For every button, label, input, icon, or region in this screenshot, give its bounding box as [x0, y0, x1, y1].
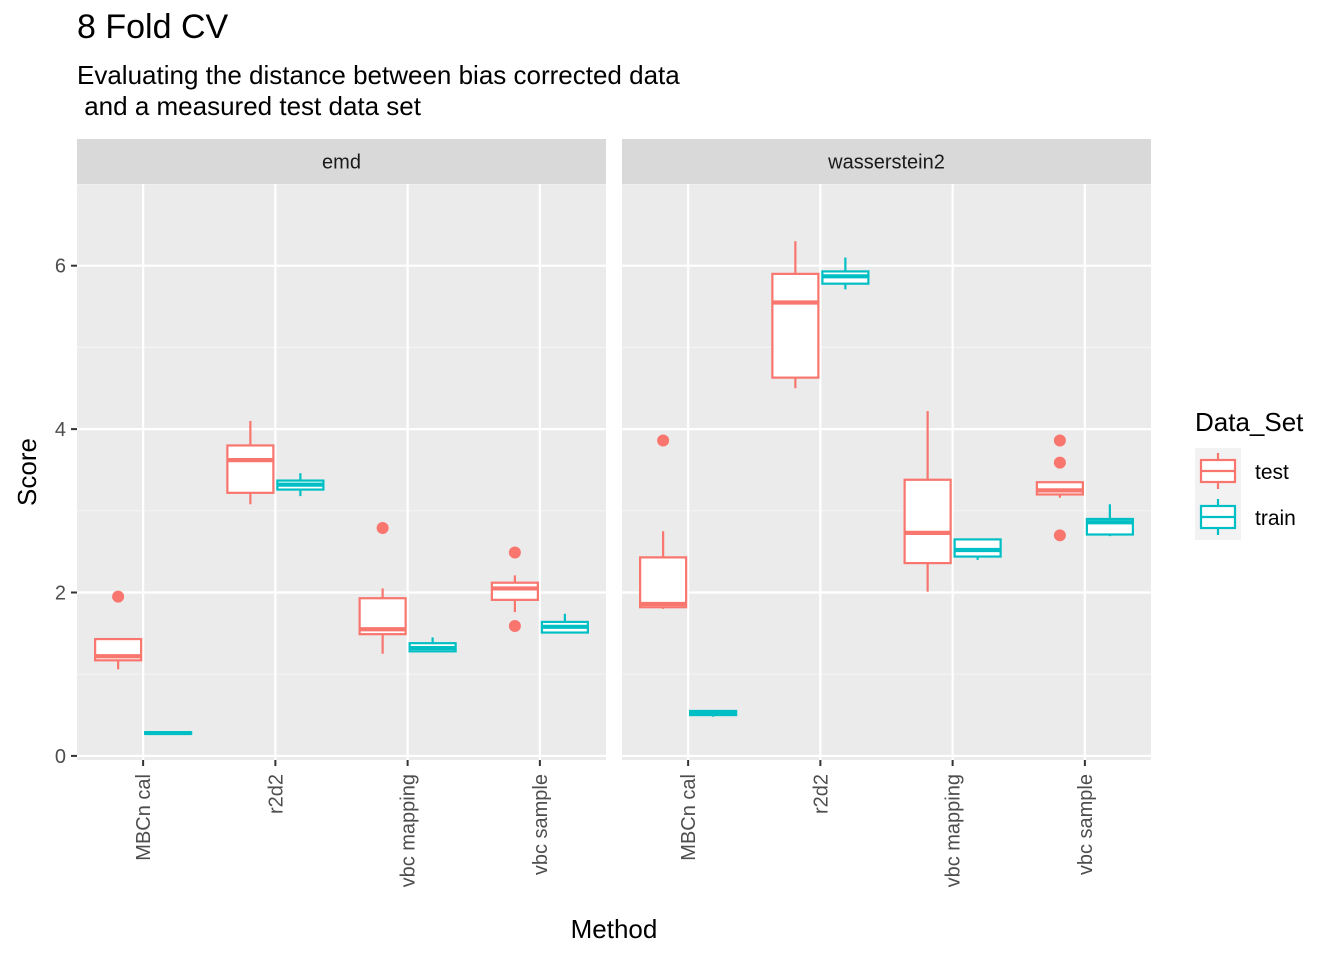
chart-title: 8 Fold CV [77, 8, 229, 46]
x-tick-label: vbc mapping [398, 774, 420, 887]
facet-strip [622, 139, 1151, 184]
box-test-emd-MBCn-cal [94, 590, 143, 670]
box-train-emd-MBCn-cal [144, 730, 193, 736]
x-tick-label: vbc sample [1075, 774, 1097, 875]
box-train-emd-vbc-sample [540, 613, 589, 634]
outlier-point [376, 521, 389, 534]
y-tick-label: 2 [55, 583, 66, 605]
chart-subtitle: Evaluating the distance between bias cor… [77, 60, 680, 121]
legend-title: Data_Set [1195, 407, 1304, 437]
outlier-point [657, 434, 670, 447]
box-test-emd-vbc-mapping [358, 521, 407, 654]
box-body [903, 478, 952, 565]
box-train-wasserstein2-vbc-mapping [953, 538, 1002, 560]
panel-background [622, 184, 1151, 760]
y-tick-label: 6 [55, 256, 66, 278]
box-train-emd-vbc-mapping [408, 637, 457, 653]
outlier-point [508, 546, 521, 559]
box-test-emd-vbc-sample [490, 546, 539, 633]
outlier-point [1053, 529, 1066, 542]
outlier-point [1053, 434, 1066, 447]
x-tick-label: r2d2 [810, 774, 832, 814]
x-axis-label: Method [571, 914, 658, 944]
legend-entry-test: test [1195, 448, 1289, 494]
panel-background [77, 184, 606, 760]
box-train-wasserstein2-MBCn-cal [689, 709, 738, 717]
facet-label-wasserstein2: wasserstein2 [827, 152, 945, 174]
box-body [771, 272, 820, 379]
box-test-wasserstein2-vbc-sample [1035, 434, 1084, 542]
x-tick-label: MBCn cal [678, 774, 700, 861]
outlier-point [112, 590, 125, 603]
x-tick-label: r2d2 [265, 774, 287, 814]
box-train-wasserstein2-r2d2 [821, 257, 870, 290]
facet-label-emd: emd [322, 152, 361, 174]
y-tick-label: 4 [55, 419, 66, 441]
y-tick-label: 0 [55, 746, 66, 768]
box-test-emd-r2d2 [226, 420, 275, 505]
x-tick-label: vbc sample [530, 774, 552, 875]
box-test-wasserstein2-MBCn-cal [639, 434, 688, 609]
box-train-emd-r2d2 [276, 473, 325, 497]
outlier-point [1053, 456, 1066, 469]
legend-entry-train: train [1195, 494, 1296, 540]
box-body [226, 444, 275, 494]
x-tick-label: MBCn cal [133, 774, 155, 861]
outlier-point [508, 620, 521, 633]
facet-panel-emd: emd [77, 139, 606, 760]
facet-panel-wasserstein2: wasserstein2 [622, 139, 1151, 760]
box-body [490, 581, 539, 601]
box-train-wasserstein2-vbc-sample [1085, 504, 1134, 537]
box-test-wasserstein2-vbc-mapping [903, 411, 952, 592]
x-tick-label: vbc mapping [943, 774, 965, 887]
y-axis-label: Score [12, 438, 42, 506]
facet-strip [77, 139, 606, 184]
legend-label-train: train [1255, 507, 1296, 530]
box-test-wasserstein2-r2d2 [771, 241, 820, 389]
legend-label-test: test [1255, 461, 1289, 484]
box-body [639, 556, 688, 609]
